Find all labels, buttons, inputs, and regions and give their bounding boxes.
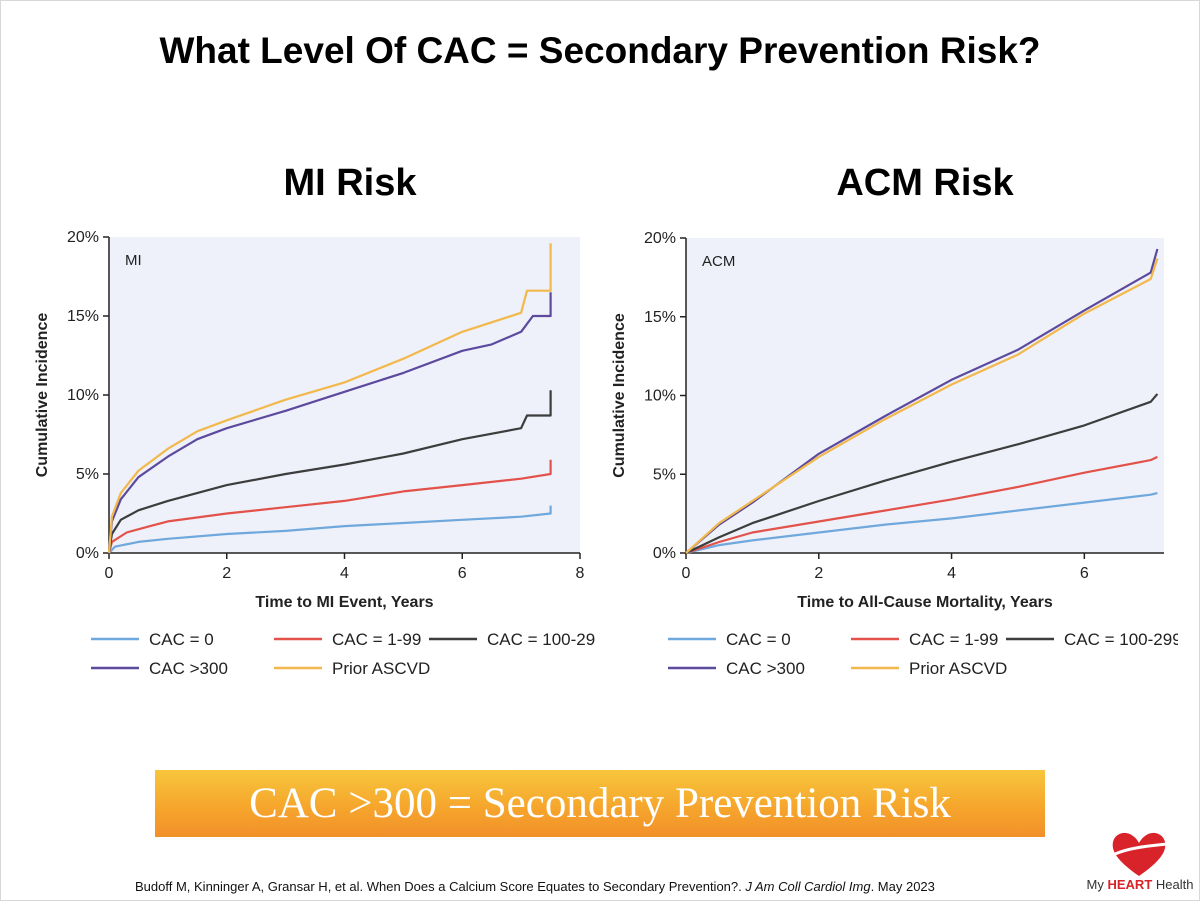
x-axis-label: Time to All-Cause Mortality, Years (797, 594, 1053, 611)
heart-icon (1112, 832, 1168, 876)
panel-tag: ACM (702, 253, 735, 270)
citation-tail: . May 2023 (870, 879, 935, 894)
y-tick-label: 15% (67, 308, 99, 325)
series-line-4 (107, 243, 552, 554)
my-heart-health-logo: My HEART Health (1085, 830, 1195, 895)
citation-journal: J Am Coll Cardiol Img (745, 879, 871, 894)
plot-area (109, 237, 580, 553)
legend-label: CAC = 0 (726, 630, 791, 649)
acm-risk-heading: ACM Risk (836, 162, 1014, 204)
series-line-4 (685, 258, 1159, 554)
series-line-1 (685, 455, 1158, 555)
legend-label: CAC = 100-299 (1064, 630, 1178, 649)
logo-prefix: My (1086, 877, 1108, 892)
y-axis-label: Cumulative Incidence (611, 313, 628, 478)
series-line-2 (685, 393, 1159, 554)
series-line-2 (107, 390, 552, 554)
x-tick-label: 0 (682, 565, 691, 582)
series-line-0 (108, 505, 552, 554)
citation-main: Budoff M, Kinninger A, Gransar H, et al.… (135, 879, 746, 894)
y-axis-label: Cumulative Incidence (34, 313, 51, 478)
legend-label: CAC = 0 (149, 630, 214, 649)
y-tick-label: 0% (76, 545, 99, 562)
legend-label: CAC >300 (149, 659, 228, 678)
series-line-3 (107, 292, 552, 554)
y-tick-label: 10% (67, 387, 99, 404)
y-tick-label: 0% (653, 545, 676, 562)
y-tick-label: 20% (67, 229, 99, 246)
logo-suffix: Health (1152, 877, 1194, 892)
x-tick-label: 2 (222, 565, 231, 582)
legend-label: CAC = 1-99 (332, 630, 421, 649)
y-tick-label: 5% (76, 466, 99, 483)
slide-title: What Level Of CAC = Secondary Prevention… (159, 30, 1041, 71)
y-tick-label: 10% (644, 388, 676, 405)
logo-brand: HEART (1107, 877, 1153, 892)
x-tick-label: 4 (340, 565, 349, 582)
x-tick-label: 6 (1080, 565, 1089, 582)
mi-risk-heading: MI Risk (283, 162, 417, 204)
panel-tag: MI (125, 252, 142, 269)
x-axis-label: Time to MI Event, Years (255, 594, 433, 611)
legend-label: CAC = 100-299 (487, 630, 595, 649)
series-line-3 (685, 248, 1159, 554)
x-tick-label: 6 (458, 565, 467, 582)
y-tick-label: 5% (653, 466, 676, 483)
legend-label: CAC >300 (726, 659, 805, 678)
x-tick-label: 0 (105, 565, 114, 582)
x-tick-label: 2 (814, 565, 823, 582)
legend-label: Prior ASCVD (332, 659, 430, 678)
citation: Budoff M, Kinninger A, Gransar H, et al.… (135, 879, 935, 894)
y-tick-label: 20% (644, 230, 676, 247)
series-line-0 (685, 492, 1158, 555)
series-line-1 (107, 459, 552, 554)
y-tick-label: 15% (644, 309, 676, 326)
logo-text: My HEART Health (1085, 877, 1195, 892)
mi-risk-chart: 0% 5% 10% 15% 20% 0 2 4 6 8 Time to MI Event, Year… (34, 229, 595, 678)
x-tick-label: 4 (947, 565, 956, 582)
acm-risk-chart: 0% 5% 10% 15% 20% 0 2 4 6 Time to All-Cause Morta… (611, 230, 1178, 678)
x-tick-label: 8 (576, 565, 585, 582)
conclusion-banner: CAC >300 = Secondary Prevention Risk (155, 770, 1045, 837)
legend-label: CAC = 1-99 (909, 630, 998, 649)
legend-label: Prior ASCVD (909, 659, 1007, 678)
